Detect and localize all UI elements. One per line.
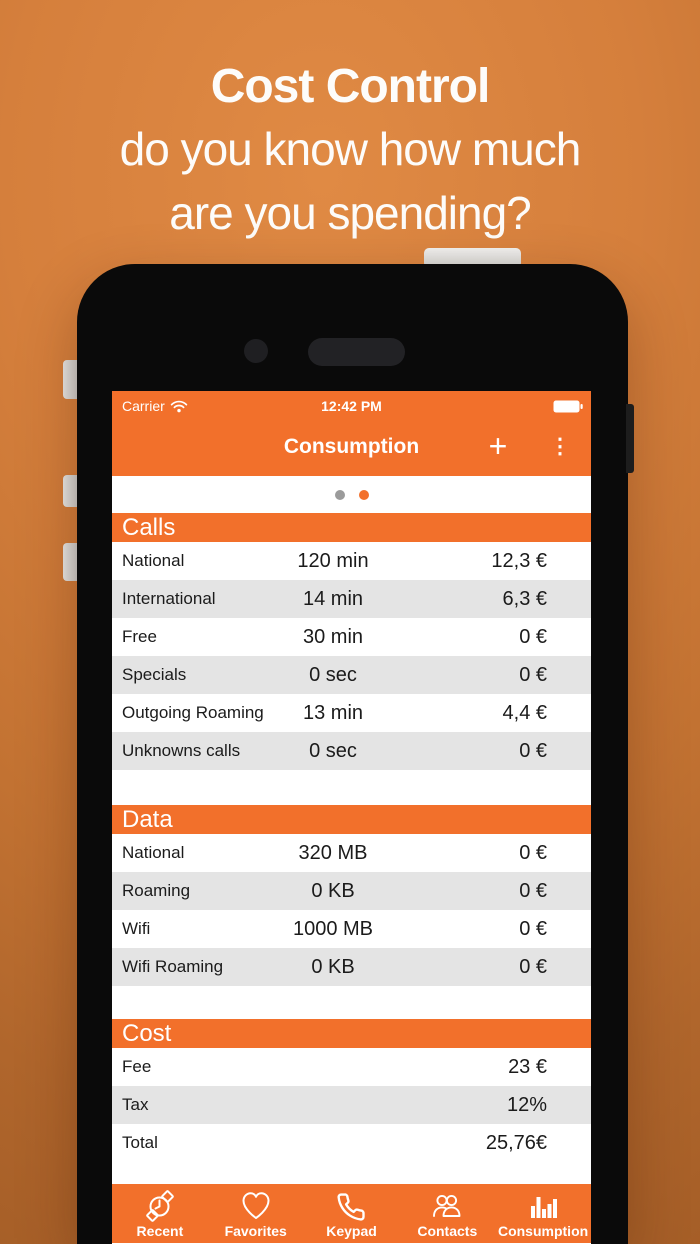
table-row: Total 25,76€ [112,1124,591,1162]
add-button[interactable]: + [488,428,508,464]
phone-mute-switch [63,360,78,399]
phone-sleep-button [626,404,634,473]
row-cost: 12% [506,1094,547,1116]
carrier-label: Carrier [122,398,165,414]
row-cost: 6,3 € [502,588,547,610]
heart-icon [240,1188,272,1222]
table-row: Outgoing Roaming 13 min 4,4 € [112,694,591,732]
table-row: National 320 MB 0 € [112,834,591,872]
row-cost: 0 € [519,664,547,686]
tab-label: Favorites [224,1223,287,1239]
row-cost: 12,3 € [491,550,547,572]
table-row: Tax 12% [112,1086,591,1124]
row-amount: 0 sec [309,664,357,686]
row-label: Outgoing Roaming [122,703,264,722]
table-row: Roaming 0 KB 0 € [112,872,591,910]
app-screen: Carrier 12:42 PM Consumption [112,391,591,1244]
phone-volume-down-button [63,543,78,581]
tab-recent[interactable]: Recent [112,1184,208,1243]
row-amount: 0 KB [311,956,355,978]
row-cost: 25,76€ [485,1132,547,1154]
row-amount: 0 sec [309,740,357,762]
tab-label: Recent [136,1223,184,1239]
phone-volume-up-button [63,475,78,507]
phone-power-button [424,248,521,268]
earpiece-speaker [308,338,405,366]
row-label: Free [122,627,157,646]
table-row: Specials 0 sec 0 € [112,656,591,694]
row-label: Wifi Roaming [122,957,224,976]
hero-subtitle-line1: do you know how much [119,123,582,175]
section-spacer [112,770,591,805]
section-header-cost: Cost [112,1019,591,1048]
tab-label: Contacts [417,1223,478,1239]
row-label: Roaming [122,881,191,900]
hero-subtitle-line2: are you spending? [169,187,532,239]
table-row: Wifi Roaming 0 KB 0 € [112,948,591,986]
tab-label: Consumption [497,1223,589,1239]
phone-icon [336,1188,366,1222]
row-amount: 0 KB [311,880,355,902]
section-header-data: Data [112,805,591,834]
row-label: Tax [122,1095,149,1114]
table-row: International 14 min 6,3 € [112,580,591,618]
row-cost: 0 € [519,740,547,762]
row-amount: 320 MB [298,842,368,864]
row-label: Unknowns calls [122,741,241,760]
row-cost: 0 € [519,626,547,648]
tab-consumption[interactable]: Consumption [495,1184,591,1243]
row-cost: 23 € [508,1056,547,1078]
front-camera [244,339,268,363]
row-label: Fee [122,1057,152,1076]
table-row: Unknowns calls 0 sec 0 € [112,732,591,770]
table-row: Free 30 min 0 € [112,618,591,656]
row-cost: 0 € [519,880,547,902]
tab-label: Keypad [326,1223,377,1239]
page-dot-2-active[interactable] [358,489,369,500]
row-label: Wifi [122,919,151,938]
row-cost: 4,4 € [502,702,547,724]
contacts-icon [430,1188,464,1222]
hero-title: Cost Control [210,60,491,113]
row-cost: 0 € [519,918,547,940]
bar-chart-icon [527,1188,559,1222]
page-title: Consumption [283,435,420,458]
row-label: Specials [122,665,187,684]
tab-favorites[interactable]: Favorites [208,1184,304,1243]
table-row: Fee 23 € [112,1048,591,1086]
section-spacer [112,986,591,1019]
tab-bar: Recent Favorites Keypad [112,1184,591,1243]
nav-bar: Consumption + ⋮ [112,421,591,476]
section-header-calls: Calls [112,513,591,542]
watch-icon [144,1188,176,1222]
overflow-menu-button[interactable]: ⋮ [549,435,571,458]
row-amount: 13 min [302,702,364,724]
tab-keypad[interactable]: Keypad [304,1184,400,1243]
row-label: National [122,551,185,570]
hero-text: Cost Control do you know how much are yo… [0,60,700,242]
carrier-area: Carrier [122,391,188,421]
row-amount: 1000 MB [292,918,374,940]
row-label: Total [122,1133,158,1152]
clock-time: 12:42 PM [321,398,382,414]
row-amount: 30 min [302,626,364,648]
row-label: National [122,843,185,862]
wifi-icon [170,400,188,413]
row-amount: 14 min [302,588,364,610]
status-bar: Carrier 12:42 PM [112,391,591,421]
battery-icon [553,400,583,413]
tab-contacts[interactable]: Contacts [399,1184,495,1243]
page-indicator [112,476,591,513]
row-cost: 0 € [519,842,547,864]
row-label: International [122,589,216,608]
row-amount: 120 min [297,550,369,572]
table-row: Wifi 1000 MB 0 € [112,910,591,948]
table-row: National 120 min 12,3 € [112,542,591,580]
section-spacer [112,1162,591,1184]
row-cost: 0 € [519,956,547,978]
page-dot-1[interactable] [334,489,345,500]
